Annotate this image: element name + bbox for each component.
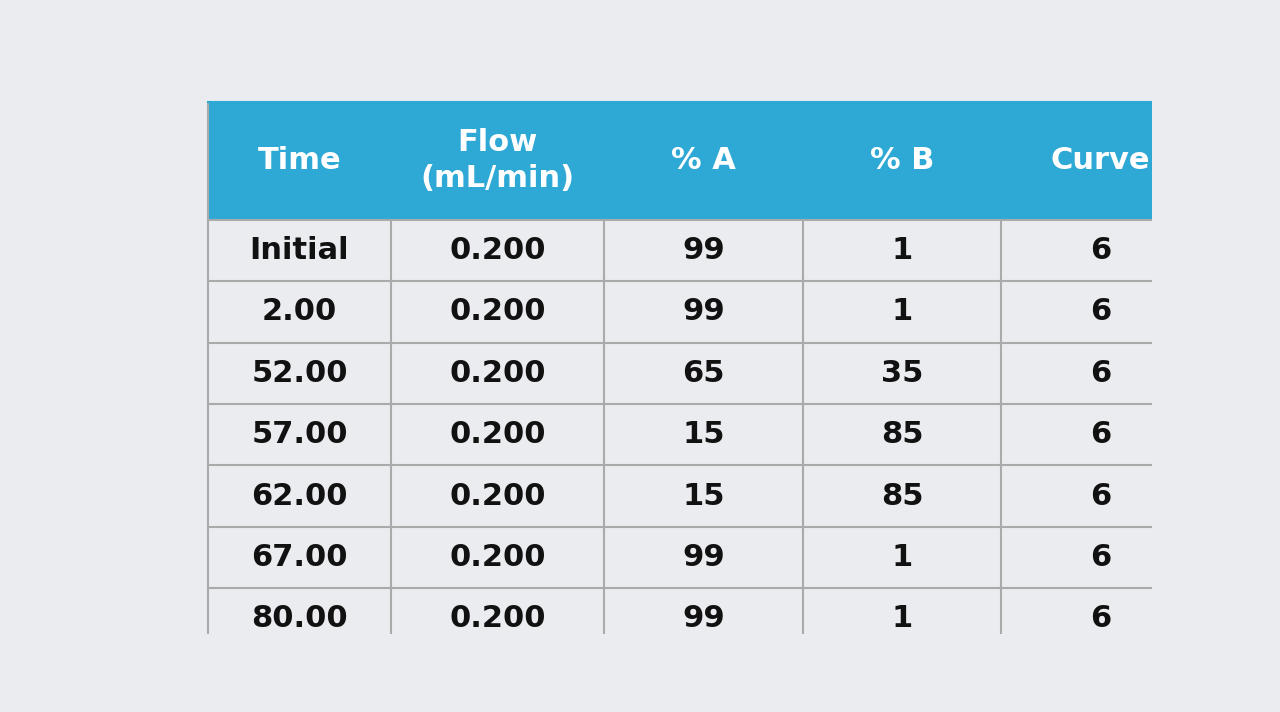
Text: 1: 1	[891, 543, 913, 572]
Text: 99: 99	[682, 298, 724, 326]
Text: 67.00: 67.00	[251, 543, 348, 572]
Text: % A: % A	[671, 147, 736, 175]
Text: 1: 1	[891, 298, 913, 326]
Text: 15: 15	[682, 481, 724, 511]
Bar	[207, 281, 392, 342]
Bar	[604, 466, 803, 527]
Bar	[803, 281, 1001, 342]
Bar	[1001, 588, 1199, 649]
Bar	[392, 342, 604, 404]
Bar	[392, 404, 604, 466]
Text: 0.200: 0.200	[449, 236, 547, 265]
Text: 6: 6	[1089, 604, 1111, 634]
Bar	[803, 220, 1001, 281]
Bar	[604, 588, 803, 649]
Text: 6: 6	[1089, 236, 1111, 265]
Text: 6: 6	[1089, 543, 1111, 572]
Bar	[392, 466, 604, 527]
Text: 0.200: 0.200	[449, 543, 547, 572]
Bar	[207, 342, 392, 404]
Text: 6: 6	[1089, 420, 1111, 449]
Text: 0.200: 0.200	[449, 604, 547, 634]
Bar	[207, 404, 392, 466]
Text: 2.00: 2.00	[261, 298, 337, 326]
Text: 99: 99	[682, 604, 724, 634]
Bar	[604, 527, 803, 588]
Bar	[1001, 404, 1199, 466]
Text: 0.200: 0.200	[449, 298, 547, 326]
Bar	[1001, 220, 1199, 281]
Text: 99: 99	[682, 543, 724, 572]
Text: Flow
(mL/min): Flow (mL/min)	[421, 128, 575, 193]
Text: 6: 6	[1089, 298, 1111, 326]
Bar	[604, 281, 803, 342]
Text: 6: 6	[1089, 481, 1111, 511]
Bar	[207, 102, 392, 220]
Text: 0.200: 0.200	[449, 481, 547, 511]
Bar	[1001, 466, 1199, 527]
Text: 85: 85	[881, 420, 923, 449]
Text: 62.00: 62.00	[251, 481, 348, 511]
Bar	[207, 220, 392, 281]
Text: 99: 99	[682, 236, 724, 265]
Bar	[207, 466, 392, 527]
Text: 57.00: 57.00	[251, 420, 348, 449]
Bar	[1001, 102, 1199, 220]
Bar	[604, 342, 803, 404]
Bar	[392, 102, 604, 220]
Text: 1: 1	[891, 604, 913, 634]
Bar	[803, 102, 1001, 220]
Bar	[803, 342, 1001, 404]
Bar	[803, 404, 1001, 466]
Bar	[392, 588, 604, 649]
Text: Time: Time	[257, 147, 342, 175]
Bar	[604, 220, 803, 281]
Text: 85: 85	[881, 481, 923, 511]
Bar	[803, 527, 1001, 588]
Text: 6: 6	[1089, 359, 1111, 388]
Text: 0.200: 0.200	[449, 420, 547, 449]
Text: Initial: Initial	[250, 236, 349, 265]
Text: Curve: Curve	[1051, 147, 1151, 175]
Bar	[803, 466, 1001, 527]
Bar	[604, 102, 803, 220]
Text: 35: 35	[881, 359, 923, 388]
Bar	[1001, 281, 1199, 342]
Bar	[392, 527, 604, 588]
Bar	[207, 527, 392, 588]
Bar	[803, 588, 1001, 649]
Text: 15: 15	[682, 420, 724, 449]
Bar	[392, 220, 604, 281]
Bar	[604, 404, 803, 466]
Bar	[207, 588, 392, 649]
Bar	[1001, 342, 1199, 404]
Bar	[1001, 527, 1199, 588]
Text: 52.00: 52.00	[251, 359, 348, 388]
Text: 1: 1	[891, 236, 913, 265]
Text: 65: 65	[682, 359, 724, 388]
Text: % B: % B	[870, 147, 934, 175]
Bar	[392, 281, 604, 342]
Text: 80.00: 80.00	[251, 604, 348, 634]
Text: 0.200: 0.200	[449, 359, 547, 388]
